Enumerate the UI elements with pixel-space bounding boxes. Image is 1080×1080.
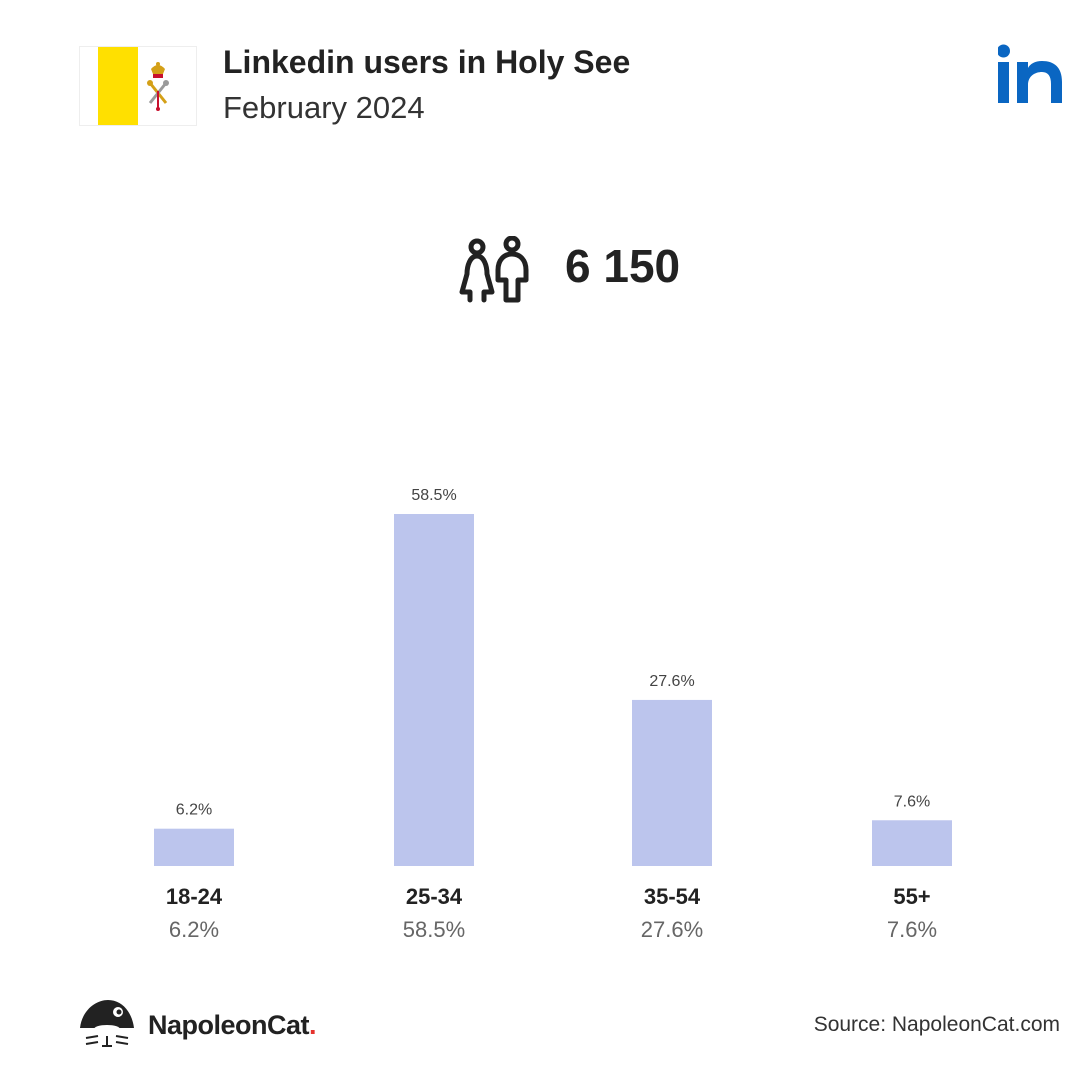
category-percent: 7.6% xyxy=(886,917,938,942)
brand-dot: . xyxy=(309,1010,317,1040)
category-block: 55+ 7.6% xyxy=(832,882,992,945)
bar-value-label: 27.6% xyxy=(649,673,694,690)
bar-18-24 xyxy=(154,828,234,866)
bar-value-label: 7.6% xyxy=(894,793,930,810)
napoleoncat-logo-icon xyxy=(78,998,136,1053)
category-label: 25-34 xyxy=(405,884,463,909)
bar-25-34 xyxy=(394,514,474,866)
category-block: 35-54 27.6% xyxy=(592,882,752,945)
page-title: Linkedin users in Holy See xyxy=(223,44,631,80)
category-percent: 6.2% xyxy=(168,917,220,942)
bar-35-54 xyxy=(632,699,712,866)
total-users-value: 6 150 xyxy=(565,240,681,292)
bar-value-label: 58.5% xyxy=(411,487,456,504)
category-percent: 27.6% xyxy=(640,917,704,942)
napoleoncat-brand: NapoleonCat. xyxy=(78,998,317,1053)
bar-value-label: 6.2% xyxy=(176,802,212,819)
category-label: 18-24 xyxy=(165,884,223,909)
brand-name: NapoleonCat xyxy=(148,1010,310,1040)
holy-see-flag-icon xyxy=(79,46,197,126)
page-subtitle: February 2024 xyxy=(223,90,425,125)
linkedin-logo-icon xyxy=(997,44,1064,109)
category-block: 25-34 58.5% xyxy=(354,882,514,945)
category-label: 35-54 xyxy=(643,884,701,909)
category-label: 55+ xyxy=(893,884,931,909)
source-text: Source: NapoleonCat.com xyxy=(813,1013,1060,1036)
category-block: 18-24 6.2% xyxy=(114,882,274,945)
category-percent: 58.5% xyxy=(402,917,466,942)
bar-55+ xyxy=(872,820,952,866)
users-icon xyxy=(458,235,532,311)
